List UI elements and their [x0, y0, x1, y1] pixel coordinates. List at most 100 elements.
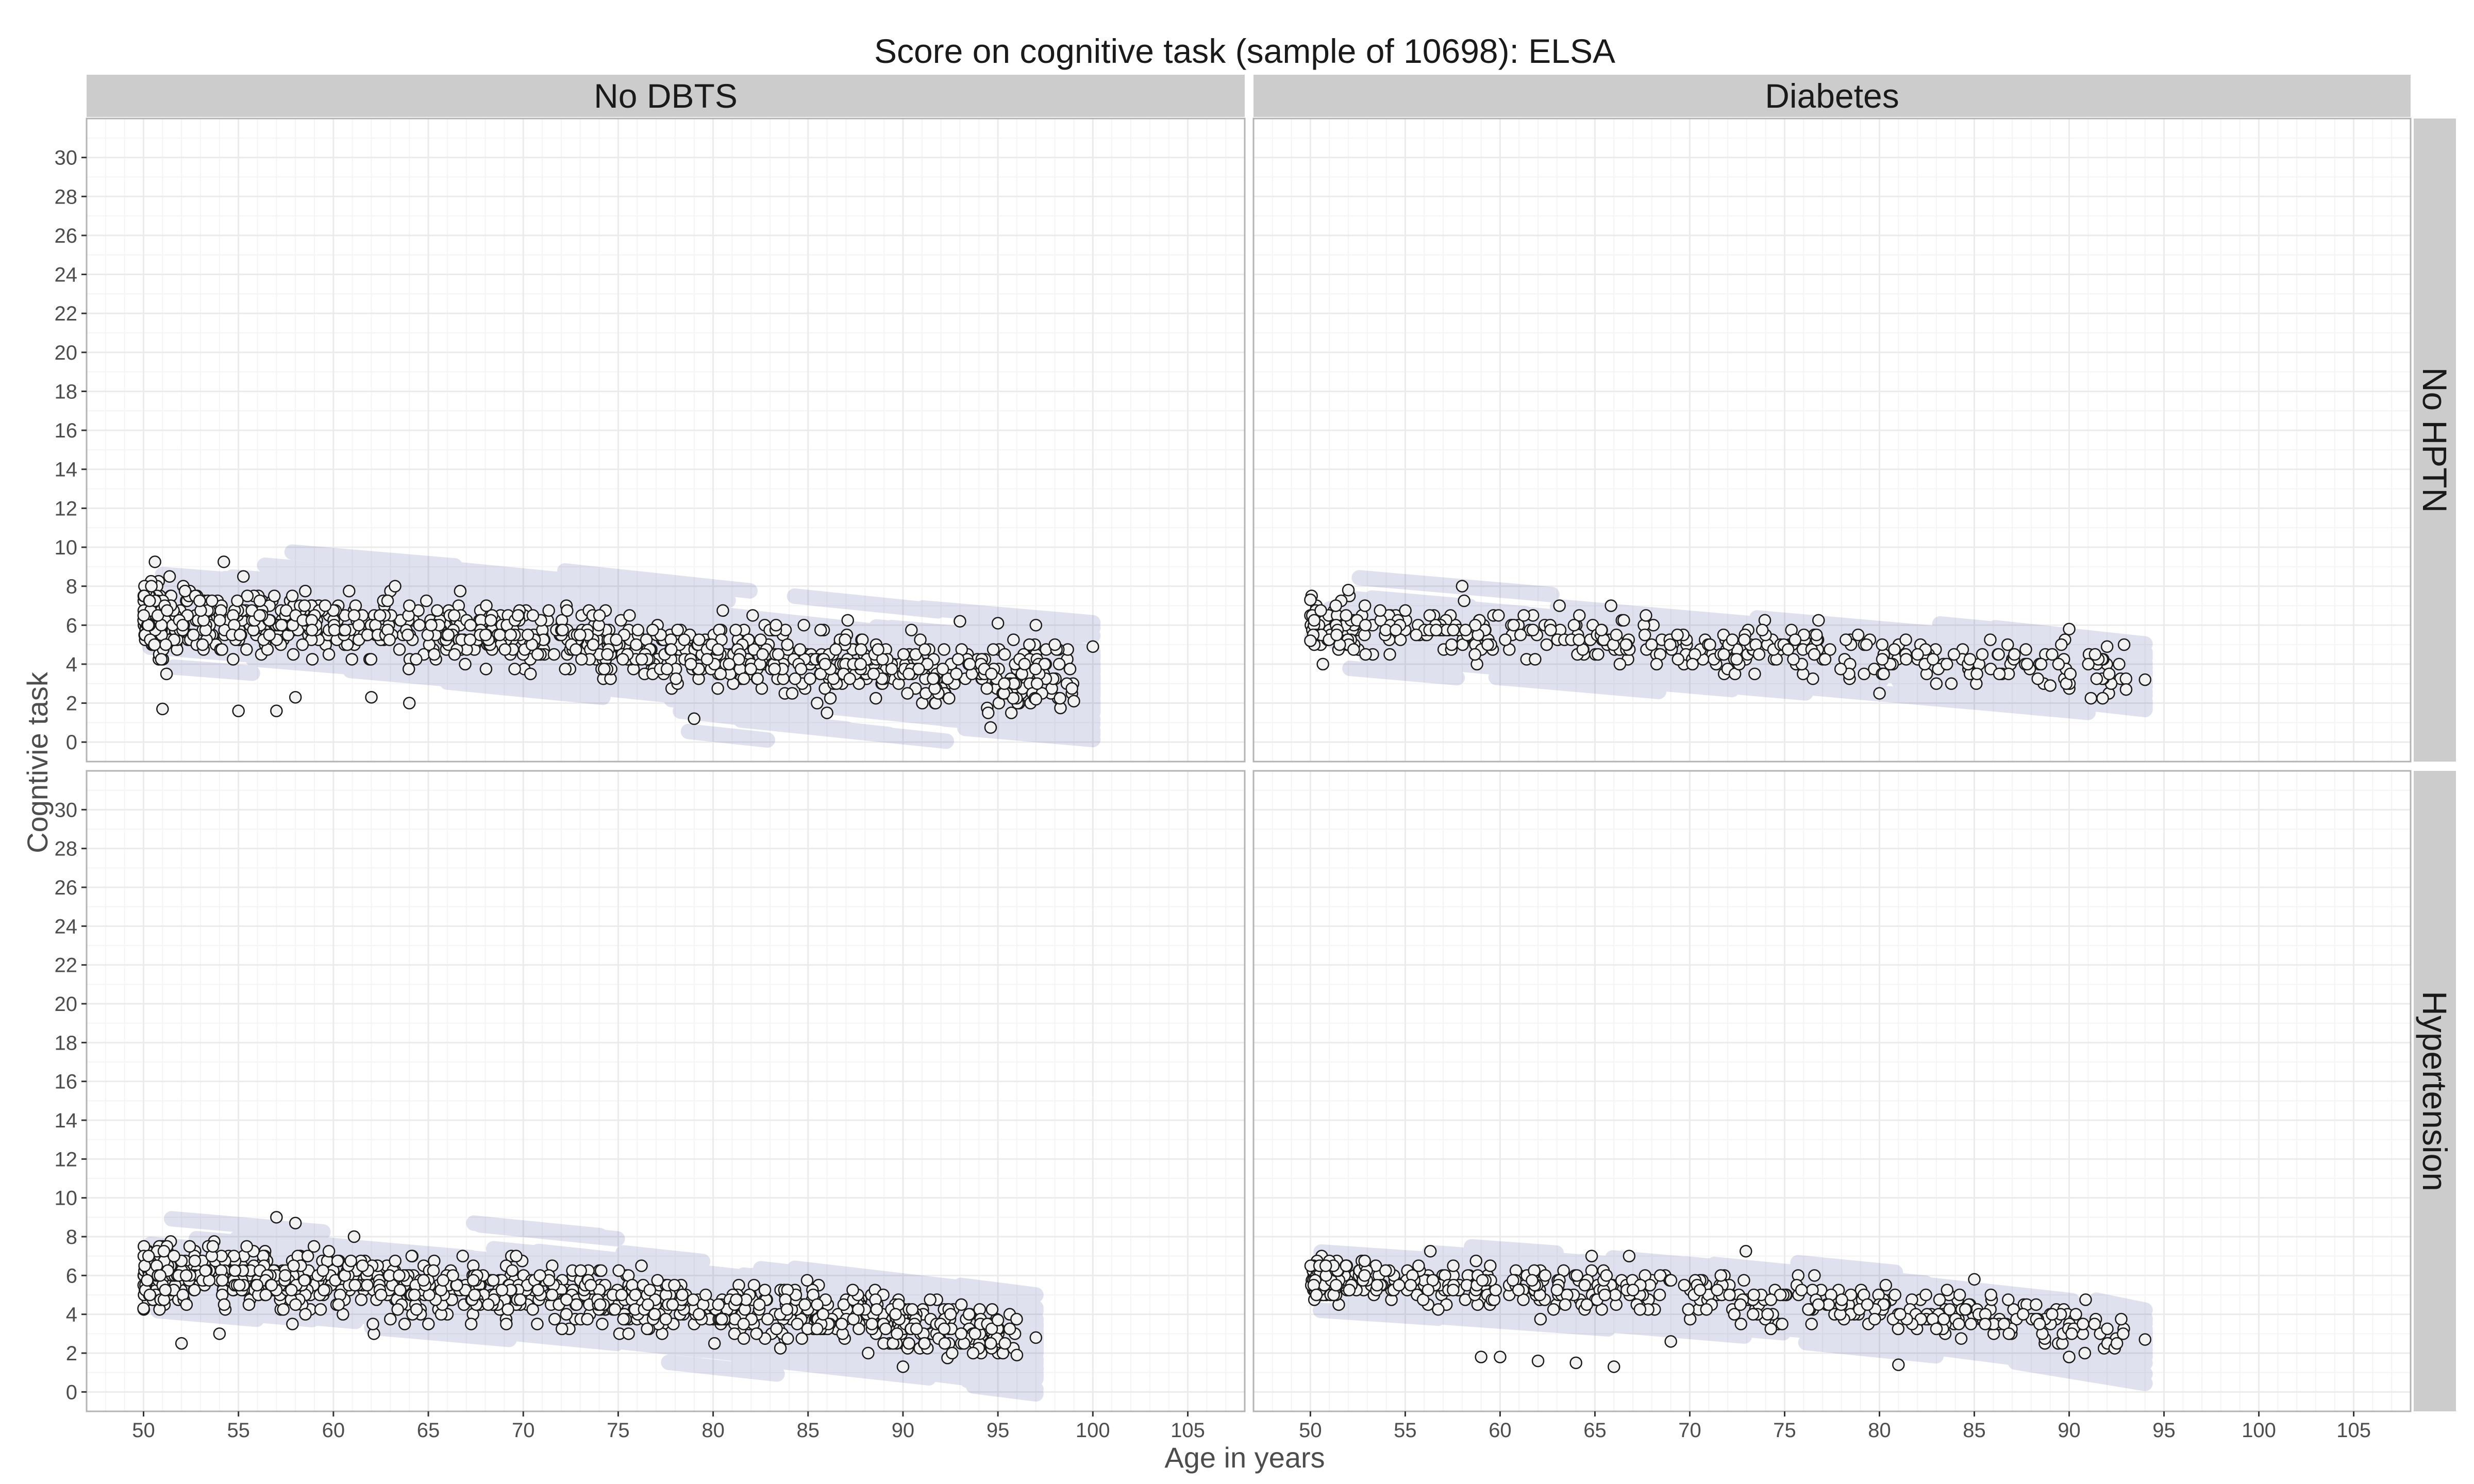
trajectory-line — [1790, 1255, 1903, 1280]
data-point — [1507, 1274, 1519, 1287]
panel-no-dbts-no-hptn — [86, 117, 1246, 763]
data-point — [289, 1298, 302, 1311]
trajectory-line — [557, 563, 758, 599]
data-point — [1711, 1284, 1724, 1296]
data-point — [422, 1318, 435, 1330]
data-point — [1943, 1303, 1956, 1316]
data-point-outlier — [1029, 1331, 1043, 1344]
data-point — [344, 1254, 358, 1268]
data-point — [1469, 1254, 1483, 1268]
trajectory-line — [1759, 1319, 1895, 1346]
data-point — [998, 1337, 1011, 1350]
data-point — [1010, 1312, 1023, 1326]
data-point — [574, 1264, 587, 1277]
data-point — [1638, 628, 1651, 642]
data-point — [1761, 1308, 1774, 1321]
data-point — [785, 687, 799, 700]
data-point — [405, 1250, 419, 1262]
chart-title: Score on cognitive task (sample of 10698… — [874, 32, 1615, 70]
trajectory-line — [514, 576, 727, 613]
data-point — [901, 687, 914, 700]
data-point — [918, 643, 931, 656]
data-point — [1410, 628, 1423, 642]
data-point — [761, 1312, 774, 1326]
trajectory-line — [2051, 655, 2153, 682]
trajectory-line — [339, 591, 457, 616]
data-point — [2096, 692, 2109, 705]
trajectory-line — [958, 1352, 1044, 1376]
data-point — [1423, 609, 1436, 622]
trajectory-line — [1453, 1303, 1553, 1325]
trajectory-line — [163, 1211, 331, 1240]
data-point — [1892, 1322, 1905, 1336]
data-point — [343, 584, 356, 598]
data-point — [508, 663, 521, 676]
data-point — [545, 1288, 559, 1302]
data-point — [574, 628, 587, 642]
data-point — [1788, 633, 1802, 646]
trajectory-line — [1779, 1319, 1976, 1353]
data-point — [1340, 609, 1352, 622]
data-point — [780, 1303, 794, 1316]
trajectory-line — [1488, 669, 1667, 699]
data-point — [401, 628, 414, 642]
data-point — [885, 663, 898, 676]
data-point — [865, 1318, 878, 1330]
trajectory-line — [329, 575, 538, 608]
data-point — [1963, 653, 1977, 666]
data-point — [768, 663, 781, 676]
data-point — [464, 619, 477, 632]
trajectory-line — [1009, 613, 1101, 636]
data-point — [1781, 643, 1795, 656]
data-point — [188, 1254, 202, 1268]
data-point — [375, 1288, 388, 1302]
data-point — [145, 580, 158, 593]
data-point — [259, 1288, 272, 1302]
data-point — [1993, 667, 2006, 681]
data-point — [1984, 1288, 1998, 1302]
trajectory-line — [748, 1336, 855, 1362]
data-point — [687, 1293, 700, 1306]
trajectory-line — [804, 1268, 904, 1293]
data-points — [137, 555, 1099, 734]
data-point — [319, 599, 332, 612]
data-point — [2082, 657, 2095, 671]
trajectory-line — [1312, 1302, 1446, 1326]
data-point — [714, 667, 727, 681]
data-point — [1052, 657, 1066, 671]
trajectory-line — [617, 1256, 817, 1292]
data-point — [1314, 604, 1327, 617]
data-point — [912, 663, 925, 676]
trajectory-line — [937, 711, 1078, 738]
data-point — [487, 1274, 500, 1287]
data-point — [2088, 648, 2102, 661]
data-point — [1459, 623, 1472, 636]
data-point — [286, 589, 299, 602]
trajectory-line — [1557, 667, 1740, 698]
data-point-outlier — [2044, 679, 2057, 692]
panel-diabetes-no-hptn — [1252, 117, 2412, 763]
data-point — [1730, 653, 1743, 666]
data-point — [1609, 1288, 1622, 1302]
data-point — [814, 623, 827, 636]
data-point — [306, 653, 319, 666]
data-point — [556, 623, 569, 636]
data-point — [1734, 1318, 1747, 1330]
data-point — [1738, 633, 1751, 646]
data-point — [985, 667, 998, 681]
trajectory-line — [745, 1268, 944, 1304]
data-point — [1484, 1259, 1497, 1272]
data-point — [218, 1298, 231, 1311]
data-point — [1717, 648, 1730, 661]
data-point — [447, 609, 461, 622]
data-point — [824, 692, 837, 705]
data-point — [287, 648, 300, 661]
data-point — [646, 623, 659, 636]
trajectory-line — [1886, 665, 2035, 693]
data-point — [299, 1308, 312, 1321]
data-point — [629, 1288, 642, 1302]
data-point — [1544, 623, 1557, 636]
trajectory-line — [426, 645, 618, 678]
data-point — [542, 604, 555, 617]
trajectory-line — [2088, 1292, 2153, 1318]
